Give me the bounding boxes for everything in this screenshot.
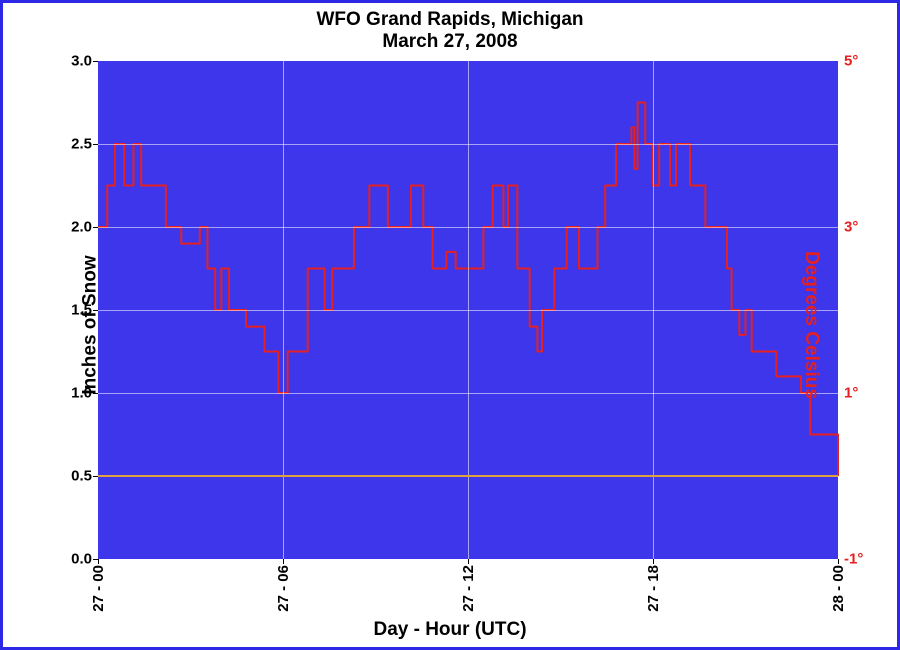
chart-title: WFO Grand Rapids, Michigan March 27, 200… — [3, 9, 897, 53]
y-tick-right: 3° — [844, 219, 858, 236]
gridline-vertical — [468, 61, 469, 559]
y-axis-right-label: Degrees Celsius — [800, 251, 822, 399]
chart-frame: WFO Grand Rapids, Michigan March 27, 200… — [0, 0, 900, 650]
x-tick: 27 - 12 — [460, 565, 477, 612]
y-tick-left: 0.5 — [71, 468, 92, 485]
y-tick-right: 1° — [844, 385, 858, 402]
x-tick: 27 - 00 — [90, 565, 107, 612]
y-tick-left: 2.0 — [71, 219, 92, 236]
title-line-1: WFO Grand Rapids, Michigan — [3, 9, 897, 31]
plot-area: 0.00.51.01.52.02.53.0-1°1°3°5°27 - 0027 … — [98, 61, 838, 559]
x-axis-label: Day - Hour (UTC) — [3, 619, 897, 641]
title-line-2: March 27, 2008 — [3, 31, 897, 53]
y-tick-left: 2.5 — [71, 136, 92, 153]
y-axis-left-label: Inches of Snow — [80, 255, 102, 394]
y-tick-left: 0.0 — [71, 551, 92, 568]
y-tick-right: 5° — [844, 53, 858, 70]
y-tick-left: 3.0 — [71, 53, 92, 70]
x-tick: 27 - 18 — [645, 565, 662, 612]
snow-series-line — [98, 475, 838, 477]
x-tick: 27 - 06 — [275, 565, 292, 612]
x-tick: 28 - 00 — [830, 565, 847, 612]
gridline-vertical — [653, 61, 654, 559]
gridline-vertical — [283, 61, 284, 559]
